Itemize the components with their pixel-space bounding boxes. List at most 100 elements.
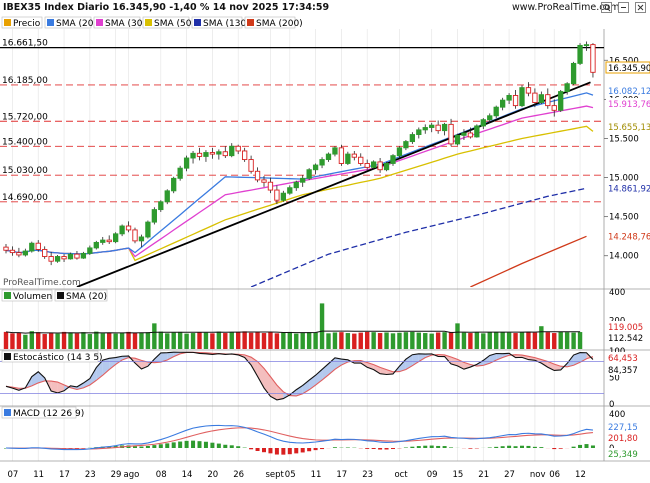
volume-bar bbox=[216, 331, 222, 349]
volume-bar bbox=[152, 323, 157, 349]
candle bbox=[9, 246, 16, 256]
candle bbox=[312, 163, 319, 175]
badge-value: 64,453 bbox=[608, 354, 638, 364]
stochastic-fill bbox=[276, 385, 284, 400]
x-axis-label: 08 bbox=[156, 470, 167, 480]
candle-body bbox=[293, 181, 299, 189]
macd-histogram-bar bbox=[552, 448, 557, 450]
volume-bar bbox=[564, 332, 570, 349]
level-label: 16.661,50 bbox=[2, 39, 48, 49]
volume-bar bbox=[223, 333, 228, 349]
macd-histogram-bar bbox=[429, 445, 434, 448]
stochastic-fill bbox=[160, 352, 168, 363]
macd-histogram-bar bbox=[468, 448, 473, 449]
x-axis-label: 23 bbox=[362, 470, 373, 480]
volume-bar bbox=[423, 333, 428, 349]
volume-bar bbox=[577, 332, 583, 349]
candle bbox=[448, 118, 454, 147]
volume-bar bbox=[494, 331, 499, 349]
stochastic-fill bbox=[251, 357, 258, 377]
candle-body bbox=[138, 236, 145, 242]
candle bbox=[377, 158, 383, 173]
volume-bar bbox=[261, 333, 267, 349]
candle-body bbox=[216, 151, 222, 155]
candle bbox=[435, 120, 441, 134]
candle bbox=[125, 221, 132, 233]
candle-body bbox=[441, 123, 448, 132]
volume-bar bbox=[197, 332, 202, 349]
candle-body bbox=[158, 201, 164, 211]
last-value-badge: 15.655,13 bbox=[606, 121, 650, 133]
candle-body bbox=[67, 253, 74, 260]
candle bbox=[87, 245, 93, 255]
candle-body bbox=[132, 229, 138, 242]
stochastic-fill bbox=[38, 371, 45, 383]
macd-histogram-bar bbox=[332, 447, 337, 448]
last-value-badge: 14.248,76 bbox=[606, 230, 650, 242]
volume-bar bbox=[397, 332, 402, 349]
candle bbox=[267, 177, 274, 194]
candle-body bbox=[590, 44, 596, 73]
price-axis-tick-label: 15.500 bbox=[609, 134, 639, 144]
candle bbox=[590, 43, 596, 78]
candle-body bbox=[358, 156, 364, 164]
macd-histogram-bar bbox=[300, 448, 305, 453]
volume-bar bbox=[313, 332, 318, 349]
macd-histogram-bar bbox=[532, 446, 537, 448]
badge-value: 15.913,76 bbox=[608, 100, 650, 110]
level-label: 15.720,00 bbox=[2, 112, 48, 122]
stochastic-fill bbox=[135, 358, 142, 370]
legend-box bbox=[44, 16, 92, 29]
legend-swatch bbox=[57, 292, 64, 299]
candle-body bbox=[112, 233, 119, 243]
collapse-icon[interactable] bbox=[618, 2, 630, 13]
close-icon[interactable] bbox=[635, 2, 646, 13]
badge-bg bbox=[606, 421, 650, 432]
macd-histogram-bar bbox=[191, 440, 196, 448]
candle-body bbox=[319, 159, 325, 166]
badge-value: 14.248,76 bbox=[608, 232, 650, 242]
candle-body bbox=[390, 155, 396, 164]
candle-body bbox=[435, 124, 441, 132]
volume-bar bbox=[107, 332, 112, 349]
volume-bars bbox=[3, 303, 583, 349]
candle-body bbox=[42, 249, 48, 257]
candle bbox=[183, 155, 190, 172]
search-icon[interactable] bbox=[601, 2, 613, 13]
volume-bar bbox=[481, 333, 486, 349]
volume-bar bbox=[306, 332, 312, 349]
candle bbox=[454, 133, 461, 146]
legend-item: SMA (50) bbox=[142, 16, 195, 29]
volume-bar bbox=[171, 332, 176, 349]
legend-swatch bbox=[145, 19, 152, 26]
stochastic-fill bbox=[102, 358, 110, 376]
candle bbox=[196, 147, 203, 161]
macd-histogram-bar bbox=[139, 446, 144, 448]
badge-bg bbox=[606, 332, 650, 343]
candle-body bbox=[229, 145, 235, 157]
candle-body bbox=[267, 181, 274, 191]
candle bbox=[29, 241, 35, 253]
candle-body bbox=[519, 87, 525, 107]
candle-body bbox=[183, 157, 190, 169]
candle-body bbox=[80, 252, 87, 259]
volume-bar bbox=[345, 333, 351, 349]
macd-histogram-bar bbox=[262, 448, 266, 453]
legend-label: SMA (200) bbox=[256, 19, 303, 29]
brand-link[interactable]: www.ProRealTime.com bbox=[512, 2, 620, 13]
volume-bar bbox=[455, 323, 460, 349]
x-axis-label: 26 bbox=[233, 470, 244, 480]
candle bbox=[525, 82, 532, 97]
candle bbox=[177, 165, 183, 181]
candle-body bbox=[551, 105, 557, 111]
candle bbox=[429, 122, 435, 133]
legend-label: Volumen bbox=[13, 292, 52, 302]
volume-bar bbox=[287, 331, 292, 349]
volume-bar bbox=[23, 334, 28, 349]
volume-bar bbox=[384, 332, 389, 349]
badge-value: 227,15 bbox=[608, 423, 638, 433]
volume-bar bbox=[3, 331, 9, 349]
macd-histogram-bar bbox=[526, 445, 531, 448]
x-axis-label: 06 bbox=[549, 470, 560, 480]
legend-box bbox=[191, 16, 243, 29]
